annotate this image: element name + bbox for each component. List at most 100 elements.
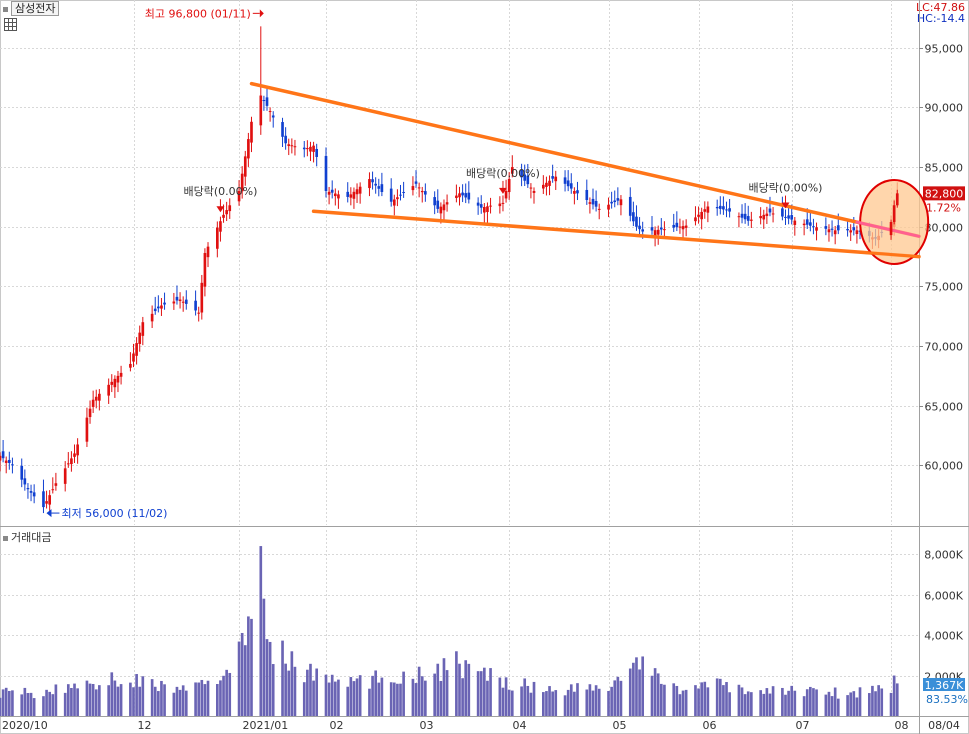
change-pct-label: 1.72% xyxy=(926,201,961,214)
volume-bar xyxy=(849,692,853,716)
volume-bar xyxy=(85,680,89,716)
candle-body xyxy=(892,205,896,222)
candle-body xyxy=(228,205,232,212)
volume-bar xyxy=(846,695,849,716)
candle-body xyxy=(610,201,613,204)
candle-body xyxy=(458,193,461,198)
panel-marker-icon xyxy=(3,535,8,541)
candle-body xyxy=(659,227,663,230)
candle-body xyxy=(26,488,30,490)
volume-bar xyxy=(684,689,688,716)
candle-body xyxy=(1,451,5,459)
volume-bar xyxy=(302,682,306,716)
volume-bar xyxy=(194,682,197,716)
candle-body xyxy=(113,378,117,388)
volume-bar xyxy=(656,673,660,716)
volume-bar xyxy=(781,687,784,716)
volume-bar xyxy=(113,680,117,716)
candle-body xyxy=(697,214,700,217)
candle-body xyxy=(476,202,480,206)
volume-bar xyxy=(858,687,862,716)
volume-bar xyxy=(51,694,55,716)
trendline-overlay xyxy=(855,250,921,259)
candle-body xyxy=(613,200,617,203)
stock-title-tab[interactable]: 삼성전자 xyxy=(3,1,60,16)
candle-body xyxy=(436,200,440,209)
volume-bar xyxy=(281,640,284,716)
volume-bar xyxy=(464,660,468,716)
volume-bar xyxy=(498,677,502,716)
volume-bar xyxy=(172,692,176,716)
volume-bar xyxy=(663,684,666,716)
volume-bar xyxy=(32,698,36,716)
volume-bar xyxy=(119,684,123,716)
volume-bar xyxy=(420,676,424,716)
candle-body xyxy=(489,205,492,207)
candle-body xyxy=(98,393,101,401)
low-marker-arrowhead xyxy=(46,509,52,518)
candle-body xyxy=(718,205,722,209)
volume-bar xyxy=(389,682,393,716)
candle-body xyxy=(91,399,95,407)
volume-bar xyxy=(200,679,204,716)
candle-body xyxy=(271,115,275,118)
candle-body xyxy=(632,212,635,222)
candle-body xyxy=(411,186,415,191)
grid-icon[interactable] xyxy=(4,18,17,31)
volume-bar xyxy=(632,662,635,716)
candle-body xyxy=(333,193,337,197)
volume-bar xyxy=(181,685,185,716)
candle-body xyxy=(743,213,747,220)
candle-body xyxy=(219,221,222,232)
candle-body xyxy=(812,226,815,228)
candle-body xyxy=(85,417,89,442)
volume-bar xyxy=(762,693,766,716)
candle-body xyxy=(467,192,471,200)
candle-body xyxy=(750,219,753,221)
candle-body xyxy=(498,203,502,207)
candle-body xyxy=(247,139,250,159)
volume-bar xyxy=(458,663,461,716)
candle-body xyxy=(594,200,598,207)
volume-bar xyxy=(327,682,331,716)
volume-bar xyxy=(88,683,92,716)
candle-body xyxy=(4,460,8,463)
candle-body xyxy=(619,199,623,206)
candle-body xyxy=(178,299,182,302)
volume-bar xyxy=(250,618,253,716)
volume-bar xyxy=(793,690,797,716)
candle-body xyxy=(337,194,340,199)
candle-body xyxy=(461,192,464,196)
volume-bar xyxy=(501,687,505,716)
candle-body xyxy=(784,216,787,218)
volume-bar xyxy=(116,686,120,716)
date-tick-label: 03 xyxy=(420,719,434,732)
volume-bar xyxy=(7,690,11,716)
candle-body xyxy=(346,191,350,197)
candle-body xyxy=(206,246,210,258)
volume-bar xyxy=(455,651,458,716)
volume-bar xyxy=(877,685,880,716)
candle-body xyxy=(442,204,446,211)
volume-bar xyxy=(1,689,5,716)
volume-bar xyxy=(240,632,244,716)
volume-bar xyxy=(563,695,567,716)
candle-body xyxy=(175,296,179,301)
volume-bar xyxy=(414,683,418,716)
candle-body xyxy=(290,145,294,147)
candle-body xyxy=(616,198,620,201)
volume-bar xyxy=(262,598,266,716)
volume-bar xyxy=(483,667,486,716)
candle-body xyxy=(585,189,589,201)
volume-bar xyxy=(219,680,222,716)
candle-body xyxy=(445,202,449,205)
volume-bar xyxy=(42,696,45,716)
volume-bar xyxy=(815,689,818,716)
candle-body xyxy=(392,199,396,206)
volume-bar xyxy=(871,685,874,716)
candle-body xyxy=(197,312,201,314)
volume-bar xyxy=(852,691,856,716)
candle-body xyxy=(380,184,384,192)
